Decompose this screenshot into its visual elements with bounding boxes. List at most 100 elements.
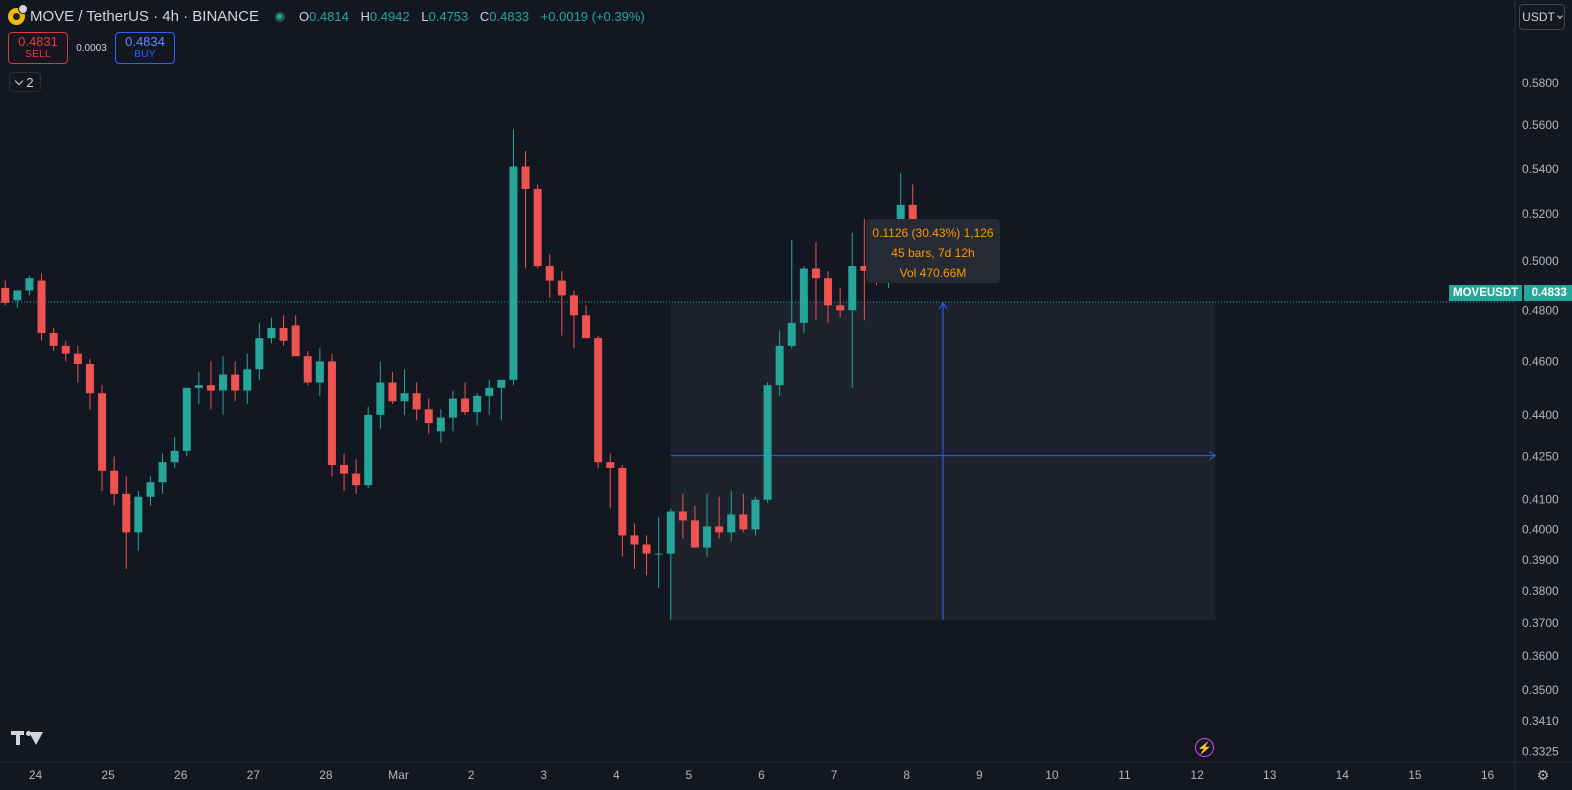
indicators-count: 2 <box>26 74 34 90</box>
low-value: 0.4753 <box>428 9 469 24</box>
spread-value: 0.0003 <box>76 42 107 54</box>
chevron-down-icon <box>15 76 24 85</box>
candle-body <box>388 382 397 402</box>
candle-body <box>497 379 506 388</box>
sell-label: SELL <box>25 49 51 60</box>
candle-body <box>400 393 409 402</box>
candle-body <box>594 338 603 463</box>
x-tick-label: 24 <box>29 768 43 782</box>
tradingview-logo[interactable] <box>11 731 43 749</box>
candle-body <box>352 473 361 486</box>
market-open-icon <box>274 11 285 22</box>
candle-body <box>666 511 675 554</box>
x-tick-label: 27 <box>247 768 261 782</box>
last-price-label: MOVEUSDT 0.4833 <box>1449 285 1572 301</box>
y-tick-label: 0.4250 <box>1522 450 1559 464</box>
settings-icon[interactable]: ⚙ <box>1536 766 1550 783</box>
buy-label: BUY <box>134 49 156 60</box>
y-tick-label: 0.4400 <box>1522 408 1559 422</box>
candle-body <box>219 374 228 391</box>
candle-body <box>303 356 312 383</box>
trade-panel: 0.4831 SELL 0.0003 0.4834 BUY <box>8 32 175 64</box>
candle-body <box>412 393 421 410</box>
measure-change: 0.1126 (30.43%) 1,126 <box>872 226 994 240</box>
candle-body <box>775 345 784 386</box>
candle-body <box>85 364 94 394</box>
candle-body <box>521 166 530 189</box>
candle-body <box>461 398 470 413</box>
change-value: +0.0019 (+0.39%) <box>540 9 645 24</box>
candle-body <box>98 393 107 471</box>
candle-body <box>122 493 131 533</box>
candle-body <box>824 278 833 306</box>
chevron-down-icon <box>1556 12 1563 19</box>
candle-body <box>799 268 808 323</box>
candle-body <box>654 553 663 555</box>
x-tick-label: 11 <box>1118 768 1131 782</box>
y-tick-label: 0.5200 <box>1522 207 1559 221</box>
candle-body <box>424 409 433 424</box>
y-tick-label: 0.5600 <box>1522 118 1559 132</box>
candle-body <box>642 544 651 554</box>
x-tick-label: 25 <box>101 768 115 782</box>
candle-body <box>678 511 687 521</box>
candle-body <box>13 290 22 301</box>
candle-body <box>182 387 191 451</box>
sell-price: 0.4831 <box>18 34 58 49</box>
candle-body <box>61 345 70 354</box>
high-label: H <box>360 9 370 24</box>
candle-body <box>569 295 578 316</box>
measure-volume: Vol 470.66M <box>899 266 967 280</box>
sell-button[interactable]: 0.4831 SELL <box>8 32 68 64</box>
candle-body <box>509 166 518 380</box>
symbol-title[interactable]: MOVE / TetherUS · 4h · BINANCE <box>30 8 259 25</box>
candle-body <box>751 499 760 530</box>
candle-body <box>606 462 615 468</box>
y-tick-label: 0.3700 <box>1522 616 1559 630</box>
y-tick-label: 0.4600 <box>1522 354 1559 368</box>
candle-body <box>787 322 796 346</box>
close-label: C <box>479 9 490 24</box>
y-tick-label: 0.5000 <box>1522 254 1559 268</box>
y-tick-label: 0.4000 <box>1522 522 1559 536</box>
currency-button[interactable]: USDT <box>1519 4 1565 30</box>
y-tick-label: 0.4800 <box>1522 303 1559 317</box>
indicators-toggle-button[interactable]: 2 <box>9 72 41 92</box>
buy-button[interactable]: 0.4834 BUY <box>115 32 175 64</box>
candle-body <box>49 333 58 346</box>
open-label: O <box>298 9 310 24</box>
candle-body <box>158 462 167 483</box>
ohlc-legend: O0.4814 H0.4942 L0.4753 C0.4833 +0.0019 … <box>299 9 653 24</box>
candle-body <box>1 287 10 303</box>
measure-arrow-right <box>1208 451 1217 461</box>
measure-bars: 45 bars, 7d 12h <box>891 246 975 260</box>
candle-body <box>448 398 457 418</box>
candle-body <box>364 414 373 486</box>
candle-body <box>739 514 748 530</box>
x-tick-label: 9 <box>976 768 983 782</box>
open-value: 0.4814 <box>309 9 349 24</box>
low-label: L <box>421 9 429 24</box>
y-tick-label: 0.3900 <box>1522 553 1559 567</box>
y-tick-label: 0.3410 <box>1522 714 1559 728</box>
x-tick-label: 3 <box>540 768 547 782</box>
candle-body <box>134 496 143 533</box>
chart-header: MOVE / TetherUS · 4h · BINANCE O0.4814 H… <box>8 4 653 25</box>
candle-body <box>291 325 300 357</box>
candle-body <box>146 482 155 497</box>
x-tick-label: 28 <box>319 768 333 782</box>
candle-body <box>327 361 336 466</box>
candle-body <box>557 280 566 296</box>
candle-body <box>860 266 869 271</box>
measure-tooltip: 0.1126 (30.43%) 1,126 45 bars, 7d 12h Vo… <box>866 219 1000 283</box>
candle-body <box>473 395 482 413</box>
candle-body <box>231 374 240 391</box>
y-tick-label: 0.3325 <box>1522 744 1559 758</box>
candle-body <box>340 465 349 474</box>
candle-body <box>582 315 591 339</box>
flash-icon[interactable]: ⚡ <box>1195 738 1214 757</box>
x-tick-label: 15 <box>1408 768 1422 782</box>
candle-body <box>618 467 627 536</box>
x-tick-label: 4 <box>613 768 620 782</box>
